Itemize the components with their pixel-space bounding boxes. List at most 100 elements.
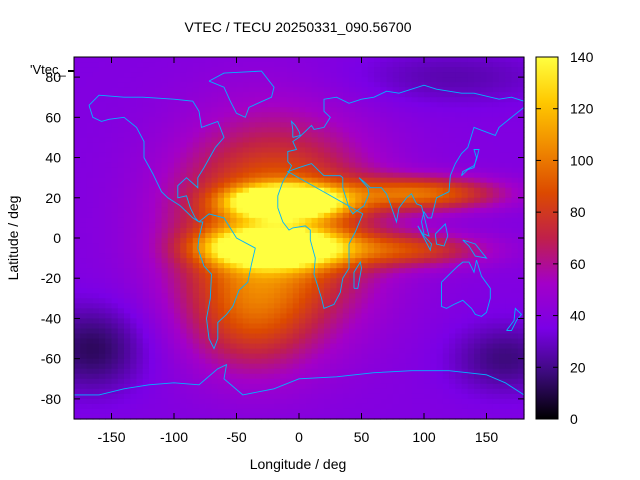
heatmap-cell xyxy=(180,187,188,194)
heatmap-cell xyxy=(430,238,438,244)
heatmap-cell xyxy=(224,117,231,123)
heatmap-cell xyxy=(505,323,513,330)
heatmap-cell xyxy=(392,62,400,68)
heatmap-cell xyxy=(299,388,306,395)
heatmap-cell xyxy=(449,147,456,154)
heatmap-cell xyxy=(255,147,263,154)
heatmap-cell xyxy=(286,202,294,209)
heatmap-cell xyxy=(492,77,500,83)
heatmap-cell xyxy=(436,72,444,78)
heatmap-cell xyxy=(411,328,419,335)
heatmap-cell xyxy=(299,283,306,289)
heatmap-cell xyxy=(299,323,306,330)
heatmap-cell xyxy=(474,122,481,128)
heatmap-cell xyxy=(461,192,469,199)
heatmap-cell xyxy=(180,227,188,234)
heatmap-cell xyxy=(517,72,525,78)
heatmap-cell xyxy=(267,293,275,299)
heatmap-cell xyxy=(117,227,125,234)
heatmap-cell xyxy=(511,212,519,219)
heatmap-cell xyxy=(474,182,481,189)
heatmap-cell xyxy=(486,57,494,63)
heatmap-cell xyxy=(324,288,331,294)
heatmap-cell xyxy=(380,363,388,370)
heatmap-cell xyxy=(492,117,500,123)
heatmap-cell xyxy=(361,268,369,274)
heatmap-cell xyxy=(142,207,150,214)
heatmap-cell xyxy=(492,72,500,78)
heatmap-cell xyxy=(267,157,275,164)
heatmap-cell xyxy=(199,353,206,360)
heatmap-cell xyxy=(380,102,388,108)
heatmap-cell xyxy=(217,107,225,113)
heatmap-cell xyxy=(236,72,244,78)
heatmap-cell xyxy=(317,157,325,164)
heatmap-cell xyxy=(217,122,225,128)
heatmap-cell xyxy=(505,137,513,144)
heatmap-cell xyxy=(449,323,456,330)
heatmap-cell xyxy=(417,243,425,249)
heatmap-cell xyxy=(336,333,344,340)
heatmap-cell xyxy=(274,323,281,330)
heatmap-cell xyxy=(80,318,88,325)
heatmap-cell xyxy=(224,293,231,299)
heatmap-cell xyxy=(211,172,219,179)
heatmap-cell xyxy=(74,197,81,204)
heatmap-cell xyxy=(317,197,325,204)
heatmap-cell xyxy=(299,82,306,88)
heatmap-cell xyxy=(386,227,394,234)
heatmap-cell xyxy=(499,313,506,320)
heatmap-cell xyxy=(274,222,281,229)
heatmap-cell xyxy=(361,248,369,254)
heatmap-cell xyxy=(305,338,313,345)
heatmap-cell xyxy=(86,217,94,224)
heatmap-cell xyxy=(380,152,388,159)
heatmap-cell xyxy=(330,268,338,274)
heatmap-cell xyxy=(399,323,406,330)
heatmap-cell xyxy=(230,107,238,113)
heatmap-cell xyxy=(311,72,319,78)
heatmap-cell xyxy=(442,227,450,234)
heatmap-cell xyxy=(249,303,256,309)
heatmap-cell xyxy=(505,378,513,385)
heatmap-cell xyxy=(455,57,463,63)
heatmap-cell xyxy=(499,388,506,395)
heatmap-cell xyxy=(261,278,269,284)
heatmap-cell xyxy=(211,293,219,299)
heatmap-cell xyxy=(336,182,344,189)
heatmap-cell xyxy=(286,293,294,299)
heatmap-cell xyxy=(280,373,288,380)
heatmap-cell xyxy=(161,167,169,174)
heatmap-cell xyxy=(167,167,175,174)
heatmap-cell xyxy=(142,77,150,83)
heatmap-cell xyxy=(261,243,269,249)
heatmap-cell xyxy=(286,207,294,214)
heatmap-cell xyxy=(249,172,256,179)
heatmap-cell xyxy=(130,62,138,68)
heatmap-cell xyxy=(349,202,356,209)
heatmap-cell xyxy=(330,157,338,164)
heatmap-cell xyxy=(355,222,363,229)
heatmap-cell xyxy=(424,82,431,88)
heatmap-cell xyxy=(374,232,381,239)
heatmap-cell xyxy=(299,358,306,365)
heatmap-cell xyxy=(349,152,356,159)
heatmap-cell xyxy=(361,202,369,209)
heatmap-cell xyxy=(124,102,131,108)
heatmap-cell xyxy=(342,127,350,134)
heatmap-cell xyxy=(299,212,306,219)
heatmap-cell xyxy=(192,293,200,299)
heatmap-cell xyxy=(467,323,475,330)
heatmap-cell xyxy=(142,333,150,340)
heatmap-cell xyxy=(236,167,244,174)
heatmap-cell xyxy=(174,248,181,254)
heatmap-cell xyxy=(186,97,194,103)
heatmap-cell xyxy=(249,182,256,189)
heatmap-cell xyxy=(324,132,331,139)
heatmap-cell xyxy=(161,147,169,154)
heatmap-cell xyxy=(261,167,269,174)
heatmap-cell xyxy=(280,303,288,309)
heatmap-cell xyxy=(274,258,281,264)
heatmap-cell xyxy=(261,142,269,149)
heatmap-cell xyxy=(311,388,319,395)
